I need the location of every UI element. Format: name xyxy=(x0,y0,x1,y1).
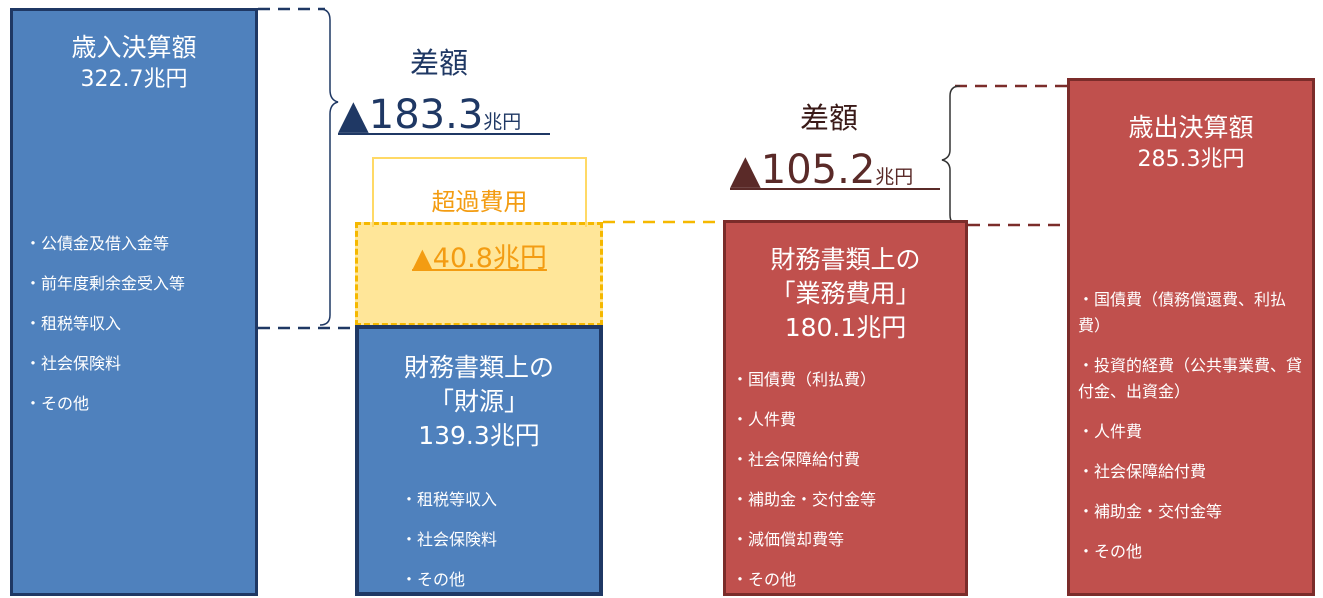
list-item: ・その他 xyxy=(1078,542,1143,561)
excess-frame xyxy=(372,157,587,227)
excess-value: ▲40.8兆円 xyxy=(412,243,547,274)
amount: 322.7兆円 xyxy=(80,67,188,92)
list-item: ・減価償却費等 xyxy=(732,530,845,549)
list-item: ・人件費 xyxy=(732,410,797,429)
list-item: ・補助金・交付金等 xyxy=(732,490,877,509)
line2: 「業務費用」 xyxy=(770,279,921,308)
excess-frame-sides xyxy=(372,157,587,227)
list-item: ・社会保険料 xyxy=(25,354,122,373)
list-item: ・国債費（債務償還費、利払費） xyxy=(1078,290,1287,335)
list-item: ・人件費 xyxy=(1078,422,1143,441)
list-item: ・国債費（利払費） xyxy=(732,370,877,389)
diff-label: 差額 xyxy=(800,101,859,135)
amount: 285.3兆円 xyxy=(1137,147,1245,172)
title: 歳出決算額 xyxy=(1128,113,1254,142)
bracket xyxy=(941,85,961,226)
line2: 「財源」 xyxy=(428,387,529,416)
revenue-box: 歳入決算額 322.7兆円 ・公債金及借入金等 ・前年度剰余金受入等 ・租税等収入・… xyxy=(10,8,258,596)
diff-label: 差額 xyxy=(410,46,469,80)
amount: 139.3兆円 xyxy=(418,421,540,450)
title: 歳入決算額 xyxy=(71,33,197,62)
list-item: ・租税等収入 xyxy=(25,314,122,333)
list-item: ・その他 xyxy=(732,570,797,589)
list-item: ・社会保障給付費 xyxy=(1078,462,1207,481)
amount: 180.1兆円 xyxy=(784,313,907,342)
diff-value: ▲105.2兆円 xyxy=(730,147,913,193)
list-item: ・社会保険料 xyxy=(401,530,498,549)
list-item: ・租税等収入 xyxy=(401,490,498,509)
bracket xyxy=(319,8,339,326)
unit: 兆円 xyxy=(483,111,522,133)
diff-value: ▲183.3兆円 xyxy=(338,92,521,138)
value: ▲183.3 xyxy=(338,92,484,138)
excess-label: 超過費用 xyxy=(431,188,528,216)
operating-cost-box: 財務書類上の 「業務費用」 180.1兆円 ・国債費（利払費） ・人件費・社会保障… xyxy=(723,220,968,596)
item-list: ・租税等収入 ・社会保険料 ・その他 xyxy=(401,487,497,598)
list-item: ・その他 xyxy=(401,570,466,589)
source-box: 財務書類上の 「財源」 139.3兆円 ・租税等収入 ・社会保険料 ・その他 xyxy=(355,325,603,596)
list-item: ・社会保障給付費 xyxy=(732,450,861,469)
item-list: ・国債費（利払費） ・人件費・社会保障給付費 ・補助金・交付金等 ・減価償却費等 ・その… xyxy=(732,367,876,598)
line1: 財務書類上の xyxy=(770,245,921,274)
list-item: ・前年度剰余金受入等 xyxy=(25,274,186,293)
list-item: ・補助金・交付金等 xyxy=(1078,502,1223,521)
list-item: ・その他 xyxy=(25,394,90,413)
value: ▲105.2 xyxy=(730,147,876,193)
line1: 財務書類上の xyxy=(403,353,554,382)
list-item: ・投資的経費（公共事業費、貸付金、出資金） xyxy=(1078,356,1303,401)
item-list: ・公債金及借入金等 ・前年度剰余金受入等 ・租税等収入 ・社会保険料 ・その他 xyxy=(25,231,185,431)
unit: 兆円 xyxy=(875,166,914,188)
item-list: ・国債費（債務償還費、利払費） ・投資的経費（公共事業費、貸付金、出資金） ・人件費… xyxy=(1078,287,1310,579)
list-item: ・公債金及借入金等 xyxy=(25,234,170,253)
expenditure-box: 歳出決算額 285.3兆円 ・国債費（債務償還費、利払費） ・投資的経費（公共事業… xyxy=(1067,78,1315,596)
excess-box xyxy=(355,222,603,326)
